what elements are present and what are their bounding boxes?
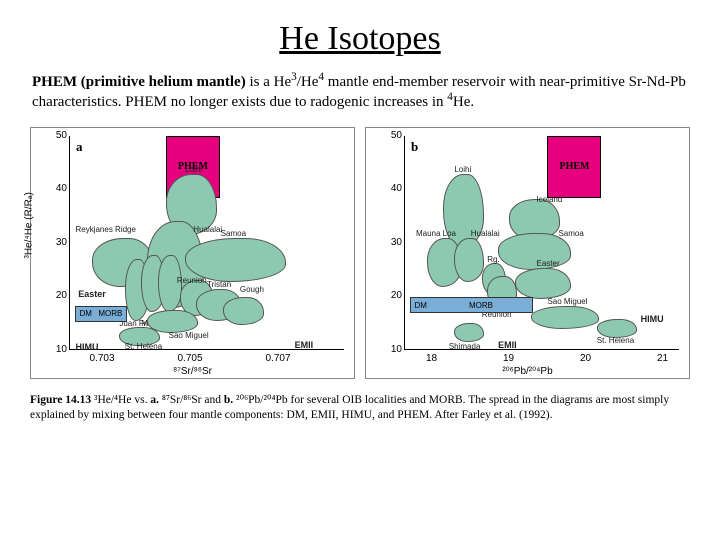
blob-label: St. Helena — [597, 336, 634, 345]
chart-row: ³He/⁴He (R/Rₐ) a PHEM LoihiReykjanes Rid… — [30, 127, 690, 379]
blob-label: Sao Miguel — [547, 297, 587, 306]
intro-bold: PHEM (primitive helium mantle) — [32, 74, 246, 90]
figure-caption: Figure 14.13 ³He/⁴He vs. a. ⁸⁷Sr/⁸⁶Sr an… — [30, 393, 690, 424]
blob-label: Rg. — [487, 255, 499, 264]
blob-label: Gough — [240, 285, 264, 294]
blob-label: Easter — [537, 259, 560, 268]
x-tick: 19 — [503, 353, 514, 364]
y-tick: 30 — [37, 237, 67, 248]
y-tick: 30 — [372, 237, 402, 248]
y-tick: 10 — [37, 344, 67, 355]
blob-label: Reykjanes Ridge — [75, 225, 135, 234]
endmember-label: EMII — [295, 340, 314, 350]
panel-b: b PHEM Loihi Iceland Mauna Loa Hualalai Samo… — [365, 127, 690, 379]
blob-label: Reunion — [177, 276, 207, 285]
data-blob — [223, 297, 263, 325]
data-blob — [515, 268, 572, 300]
y-tick: 10 — [372, 344, 402, 355]
panel-label-b: b — [411, 139, 418, 155]
page-title: He Isotopes — [30, 20, 690, 58]
blob-label: Iceland — [537, 195, 563, 204]
endmember-label: HIMU — [75, 342, 98, 352]
x-axis-label-a: ⁸⁷Sr/⁸⁶Sr — [173, 366, 212, 377]
blob-label: Loihi — [454, 165, 471, 174]
y-tick: 50 — [372, 130, 402, 141]
x-tick: 21 — [657, 353, 668, 364]
dm-morb-bar: DMMORB — [75, 306, 126, 322]
y-tick: 20 — [372, 290, 402, 301]
x-axis-label-b: ²⁰⁶Pb/²⁰⁴Pb — [502, 366, 552, 377]
blob-label: St. Helena — [125, 342, 162, 351]
y-tick: 50 — [37, 130, 67, 141]
caption-fignum: Figure 14.13 — [30, 394, 91, 406]
y-tick: 40 — [37, 183, 67, 194]
x-tick: 18 — [426, 353, 437, 364]
blob-label: Samoa — [558, 229, 583, 238]
y-tick: 20 — [37, 290, 67, 301]
blob-label: Samoa — [221, 229, 246, 238]
endmember-label: EMII — [498, 340, 517, 350]
plot-area-b: b PHEM Loihi Iceland Mauna Loa Hualalai Samo… — [404, 136, 679, 350]
blob-label: Hualalai — [193, 225, 222, 234]
x-tick: 0.707 — [265, 353, 290, 364]
blob-label: Tristan — [207, 280, 231, 289]
blob-label: Shimada — [449, 342, 481, 351]
data-blob — [531, 306, 599, 329]
blob-label: Hualalai — [471, 229, 500, 238]
dm-morb-bar: DMMORB — [410, 297, 533, 313]
x-tick: 0.703 — [89, 353, 114, 364]
blob-label: Loihi — [185, 165, 202, 174]
data-blob — [454, 238, 483, 283]
data-blob — [498, 233, 571, 269]
endmember-label: HIMU — [641, 314, 664, 324]
panel-label-a: a — [76, 139, 83, 155]
blob-label: Mauna Loa — [416, 229, 456, 238]
y-axis-label: ³He/⁴He (R/Rₐ) — [24, 192, 35, 258]
blob-label: Sao Miguel — [169, 331, 209, 340]
x-tick: 0.705 — [177, 353, 202, 364]
y-tick: 40 — [372, 183, 402, 194]
plot-area-a: a PHEM LoihiReykjanes RidgeHualalaiSamoa… — [69, 136, 344, 350]
phem-box-b: PHEM — [547, 136, 601, 198]
data-blob — [454, 323, 483, 342]
panel-a: ³He/⁴He (R/Rₐ) a PHEM LoihiReykjanes Rid… — [30, 127, 355, 379]
endmember-label: Easter — [78, 289, 106, 299]
intro-paragraph: PHEM (primitive helium mantle) is a He3/… — [32, 72, 690, 113]
x-tick: 20 — [580, 353, 591, 364]
